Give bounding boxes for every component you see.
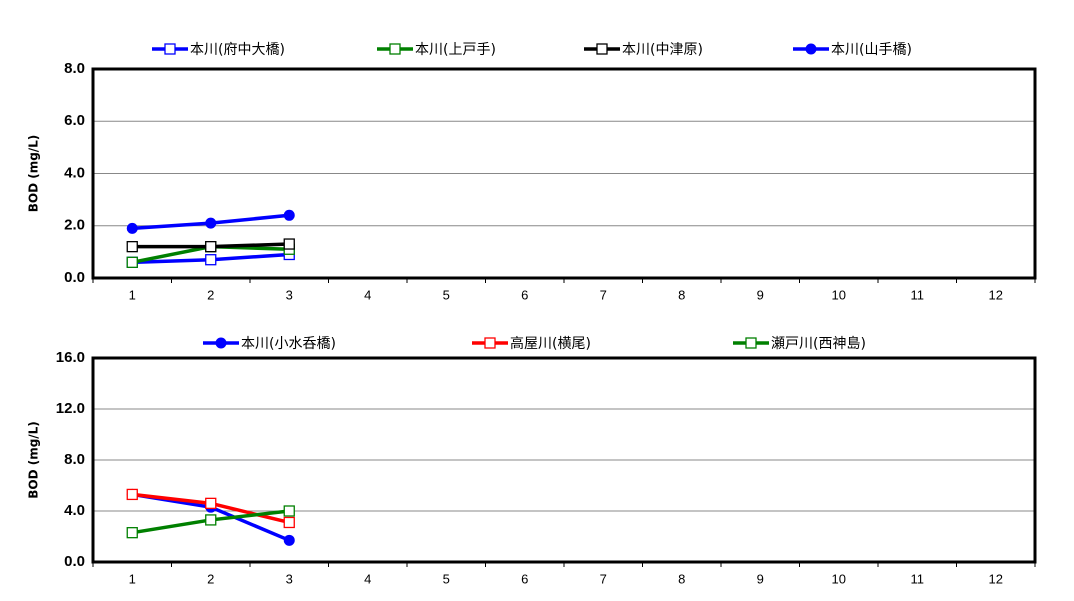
y-tick-label: 6.0 [64,112,85,129]
x-tick-label: 1 [129,287,136,302]
marker [283,505,295,517]
x-tick-label: 5 [443,571,450,586]
y-tick-label: 16.0 [56,349,85,366]
x-tick-label: 11 [911,571,925,586]
legend-marker [484,337,496,349]
x-tick-label: 7 [600,287,607,302]
x-tick-label: 4 [364,287,371,302]
x-tick-label: 1 [129,571,136,586]
y-tick-label: 4.0 [64,502,85,519]
legend-label: 本川(小水呑橋) [241,336,336,352]
x-tick-label: 3 [286,287,293,302]
marker [283,238,295,250]
y-tick-label: 0.0 [64,269,85,286]
marker [205,514,217,526]
x-tick-label: 6 [521,287,528,302]
y-tick-label: 2.0 [64,217,85,234]
y-axis-label: BOD (mg/L) [27,135,41,213]
legend-label: 瀬戸川(西神島) [771,336,866,352]
plot-frame [91,356,1037,564]
legend-marker [389,43,401,55]
legend-label: 本川(山手橋) [831,42,912,58]
legend-label: 本川(上戸手) [415,42,496,58]
marker [205,497,217,510]
x-tick-label: 10 [832,571,846,586]
x-tick-label: 11 [911,287,925,302]
marker [126,488,138,501]
plot-frame [91,67,1037,280]
marker [283,534,295,546]
marker [205,240,217,253]
legend-marker [805,43,817,55]
x-tick-label: 10 [832,287,846,302]
y-tick-label: 0.0 [64,553,85,570]
marker [126,256,138,268]
legend-label: 本川(中津原) [622,42,703,58]
x-tick-label: 6 [521,571,528,586]
x-tick-label: 2 [207,287,214,302]
marker [126,222,138,234]
x-tick-label: 9 [757,571,764,586]
marker [126,240,138,253]
legend-marker [745,337,757,349]
x-tick-label: 2 [207,571,214,586]
x-tick-label: 7 [600,571,607,586]
x-tick-label: 3 [286,571,293,586]
marker [205,217,217,229]
y-axis-label: BOD (mg/L) [27,421,41,499]
marker [283,516,295,529]
x-tick-label: 8 [678,571,685,586]
x-tick-label: 12 [989,287,1003,302]
legend-label: 高屋川(横尾) [510,335,591,352]
legend-label: 本川(府中大橋) [190,42,285,58]
legend-marker [215,337,227,349]
marker [283,209,295,221]
y-tick-label: 4.0 [64,164,85,181]
y-tick-label: 12.0 [56,400,85,417]
marker [205,254,217,266]
x-tick-label: 12 [989,571,1003,586]
y-tick-label: 8.0 [64,60,85,77]
legend-marker [164,43,176,55]
x-tick-label: 9 [757,287,764,302]
marker [126,527,138,539]
legend-marker [596,43,608,55]
x-tick-label: 8 [678,287,685,302]
x-tick-label: 4 [364,571,371,586]
y-tick-label: 8.0 [64,451,85,468]
x-tick-label: 5 [443,287,450,302]
